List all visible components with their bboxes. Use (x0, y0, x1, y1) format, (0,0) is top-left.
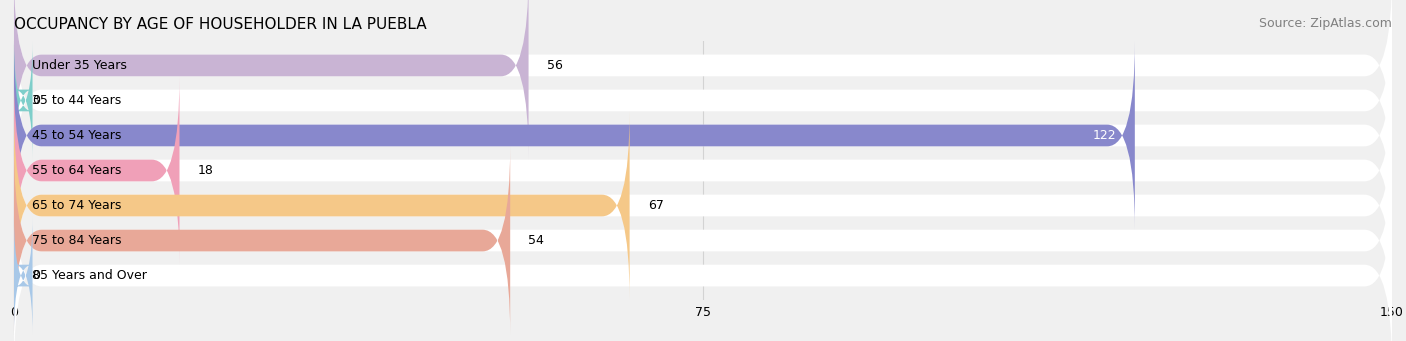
Text: 55 to 64 Years: 55 to 64 Years (32, 164, 122, 177)
FancyBboxPatch shape (14, 0, 1392, 160)
FancyBboxPatch shape (14, 217, 32, 335)
Text: 0: 0 (32, 269, 41, 282)
FancyBboxPatch shape (14, 146, 1392, 335)
Text: 45 to 54 Years: 45 to 54 Years (32, 129, 122, 142)
Text: 18: 18 (198, 164, 214, 177)
Text: 85 Years and Over: 85 Years and Over (32, 269, 148, 282)
Text: 75 to 84 Years: 75 to 84 Years (32, 234, 122, 247)
FancyBboxPatch shape (14, 76, 180, 265)
FancyBboxPatch shape (14, 146, 510, 335)
FancyBboxPatch shape (14, 41, 1392, 230)
Text: 54: 54 (529, 234, 544, 247)
Text: 56: 56 (547, 59, 562, 72)
Text: 0: 0 (32, 94, 41, 107)
FancyBboxPatch shape (14, 76, 1392, 265)
Text: 65 to 74 Years: 65 to 74 Years (32, 199, 122, 212)
Text: Under 35 Years: Under 35 Years (32, 59, 128, 72)
FancyBboxPatch shape (14, 6, 1392, 195)
FancyBboxPatch shape (14, 41, 32, 160)
Text: OCCUPANCY BY AGE OF HOUSEHOLDER IN LA PUEBLA: OCCUPANCY BY AGE OF HOUSEHOLDER IN LA PU… (14, 17, 426, 32)
Text: 67: 67 (648, 199, 664, 212)
FancyBboxPatch shape (14, 181, 1392, 341)
FancyBboxPatch shape (14, 0, 529, 160)
Text: 122: 122 (1092, 129, 1116, 142)
FancyBboxPatch shape (14, 111, 1392, 300)
Text: Source: ZipAtlas.com: Source: ZipAtlas.com (1258, 17, 1392, 30)
FancyBboxPatch shape (14, 111, 630, 300)
FancyBboxPatch shape (14, 41, 1135, 230)
Text: 35 to 44 Years: 35 to 44 Years (32, 94, 122, 107)
